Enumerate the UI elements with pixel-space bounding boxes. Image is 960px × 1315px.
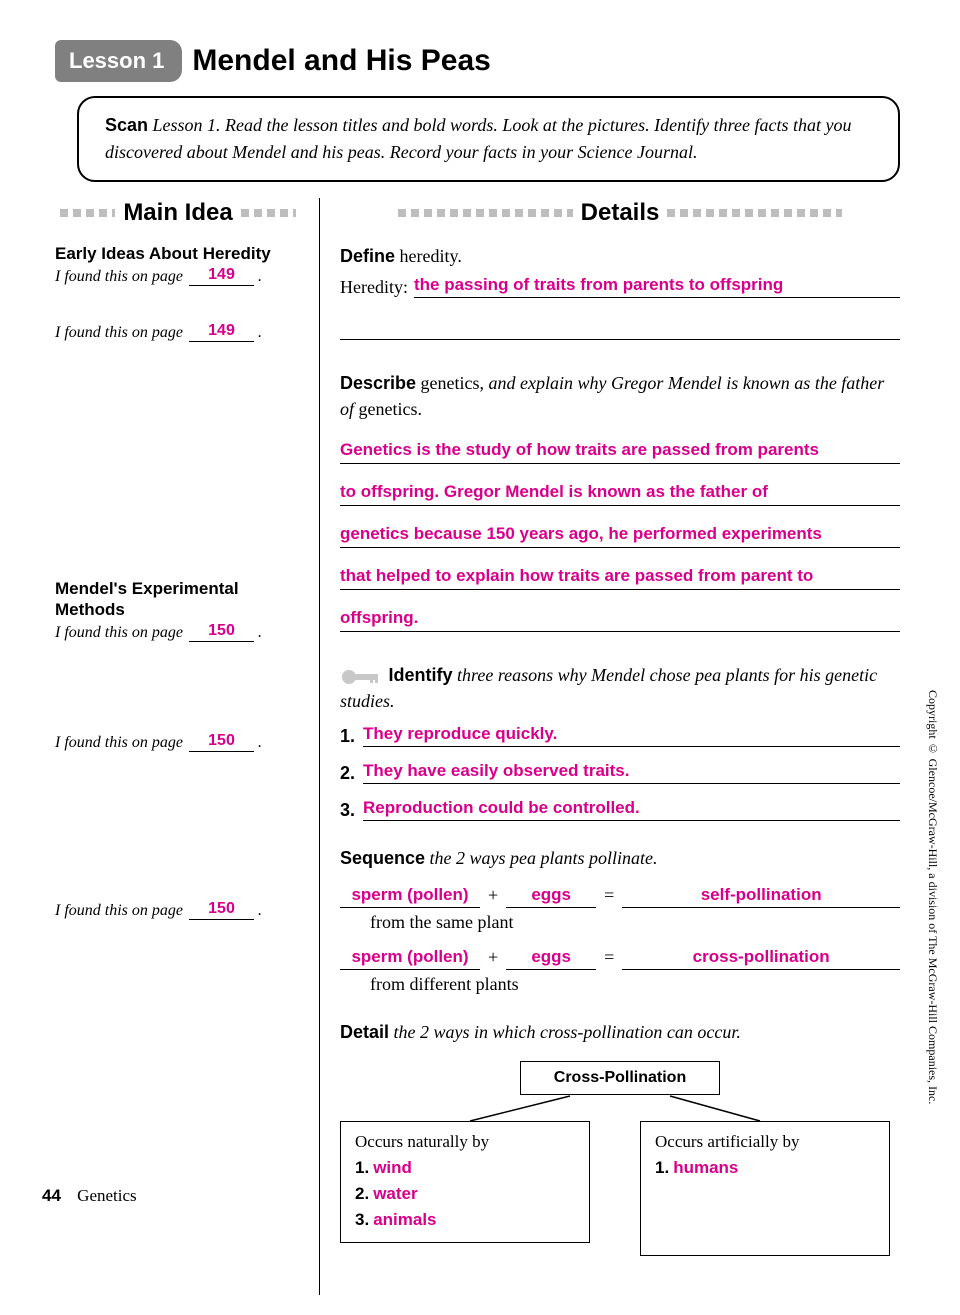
found-label: I found this on page	[55, 268, 183, 286]
heredity-answer[interactable]: the passing of traits from parents to of…	[414, 275, 900, 298]
scan-lead: Scan	[105, 115, 148, 135]
tree-left-box: Occurs naturally by 1.wind 2.water 3.ani…	[340, 1121, 590, 1243]
detail-prompt: Detail the 2 ways in which cross-pollina…	[340, 1019, 900, 1045]
page-blank-1[interactable]: 149	[189, 266, 254, 286]
page-blank-5[interactable]: 150	[189, 900, 254, 920]
eq1-b[interactable]: eggs	[506, 885, 596, 908]
detail-text: the 2 ways in which cross-pollination ca…	[394, 1022, 741, 1042]
describe-block: Describe genetics, and explain why Grego…	[340, 370, 900, 632]
sequence-lead: Sequence	[340, 848, 425, 868]
define-word: heredity.	[400, 246, 462, 266]
found-line-2: I found this on page 149.	[55, 322, 301, 342]
page-blank-3[interactable]: 150	[189, 622, 254, 642]
identify-item-3: 3.Reproduction could be controlled.	[340, 798, 900, 821]
left-block-3: Mendel's Experimental Methods I found th…	[55, 578, 301, 643]
describe-line-3[interactable]: genetics because 150 years ago, he perfo…	[340, 524, 900, 548]
page-blank-4[interactable]: 150	[189, 732, 254, 752]
found-line-1: I found this on page 149.	[55, 266, 301, 286]
eq1-a[interactable]: sperm (pollen)	[340, 885, 480, 908]
found-label: I found this on page	[55, 324, 183, 342]
identify-list: 1.They reproduce quickly. 2.They have ea…	[340, 724, 900, 821]
main-idea-heading: Main Idea	[55, 198, 301, 227]
sequence-block: Sequence the 2 ways pea plants pollinate…	[340, 845, 900, 995]
found-label: I found this on page	[55, 624, 183, 642]
page-number: 44	[42, 1186, 61, 1205]
worksheet-page: Lesson 1 Mendel and His Peas Scan Lesson…	[0, 0, 960, 1315]
columns: Main Idea Early Ideas About Heredity I f…	[55, 198, 900, 1295]
tree-left-3[interactable]: animals	[373, 1210, 436, 1229]
eq-row-1: sperm (pollen) + eggs = self-pollination	[340, 885, 900, 908]
describe-line-4[interactable]: that helped to explain how traits are pa…	[340, 566, 900, 590]
left-block-2: I found this on page 149.	[55, 322, 301, 342]
describe-line-2[interactable]: to offspring. Gregor Mendel is known as …	[340, 482, 900, 506]
page-footer: 44 Genetics	[42, 1186, 137, 1206]
eq1-sub: from the same plant	[370, 912, 900, 933]
identify-prompt: Identify three reasons why Mendel chose …	[340, 662, 900, 714]
tree-right-label: Occurs artificially by	[655, 1132, 875, 1152]
scan-box: Scan Lesson 1. Read the lesson titles an…	[77, 96, 900, 182]
tree-right-box: Occurs artificially by 1.humans	[640, 1121, 890, 1256]
left-block-1: Early Ideas About Heredity I found this …	[55, 243, 301, 286]
identify-block: Identify three reasons why Mendel chose …	[340, 662, 900, 821]
eq2-b[interactable]: eggs	[506, 947, 596, 970]
found-label: I found this on page	[55, 902, 183, 920]
key-icon	[340, 668, 382, 686]
eq2-sub: from different plants	[370, 974, 900, 995]
describe-prompt: Describe genetics, and explain why Grego…	[340, 370, 900, 422]
tree-left-1[interactable]: wind	[373, 1158, 412, 1177]
section-title-1: Early Ideas About Heredity	[55, 243, 301, 264]
tree-right-1[interactable]: humans	[673, 1158, 738, 1177]
main-idea-column: Main Idea Early Ideas About Heredity I f…	[55, 198, 320, 1295]
blank-line[interactable]	[340, 316, 900, 340]
identify-item-1: 1.They reproduce quickly.	[340, 724, 900, 747]
page-blank-2[interactable]: 149	[189, 322, 254, 342]
define-prompt: Define heredity.	[340, 243, 900, 269]
define-block: Define heredity. Heredity: the passing o…	[340, 243, 900, 340]
describe-line-1[interactable]: Genetics is the study of how traits are …	[340, 440, 900, 464]
eq2-a[interactable]: sperm (pollen)	[340, 947, 480, 970]
tree-left-label: Occurs naturally by	[355, 1132, 575, 1152]
detail-block: Detail the 2 ways in which cross-pollina…	[340, 1019, 900, 1271]
identify-item-2: 2.They have easily observed traits.	[340, 761, 900, 784]
found-line-5: I found this on page 150.	[55, 900, 301, 920]
found-label: I found this on page	[55, 734, 183, 752]
tree-left-2[interactable]: water	[373, 1184, 417, 1203]
section-title-3: Mendel's Experimental Methods	[55, 578, 301, 621]
describe-line-5[interactable]: offspring.	[340, 608, 900, 632]
footer-subject: Genetics	[77, 1186, 136, 1205]
found-line-4: I found this on page 150.	[55, 732, 301, 752]
eq-row-2: sperm (pollen) + eggs = cross-pollinatio…	[340, 947, 900, 970]
define-lead: Define	[340, 246, 395, 266]
describe-lead: Describe	[340, 373, 416, 393]
details-heading: Details	[340, 198, 900, 227]
tree-diagram: Cross-Pollination Occurs naturally by 1.…	[340, 1061, 900, 1271]
lesson-title: Mendel and His Peas	[192, 44, 490, 78]
sequence-text: the 2 ways pea plants pollinate.	[430, 848, 658, 868]
found-line-3: I found this on page 150.	[55, 622, 301, 642]
detail-lead: Detail	[340, 1022, 389, 1042]
eq1-c[interactable]: self-pollination	[622, 885, 900, 908]
identify-lead: Identify	[389, 665, 453, 685]
lesson-header: Lesson 1 Mendel and His Peas	[55, 40, 900, 82]
copyright-text: Copyright © Glencoe/McGraw-Hill, a divis…	[925, 690, 940, 1104]
heredity-label: Heredity:	[340, 277, 408, 298]
scan-text: Lesson 1. Read the lesson titles and bol…	[105, 115, 851, 162]
lesson-tab: Lesson 1	[55, 40, 182, 82]
left-block-5: I found this on page 150.	[55, 900, 301, 920]
left-block-4: I found this on page 150.	[55, 732, 301, 752]
eq2-c[interactable]: cross-pollination	[622, 947, 900, 970]
details-column: Details Define heredity. Heredity: the p…	[320, 198, 900, 1295]
sequence-prompt: Sequence the 2 ways pea plants pollinate…	[340, 845, 900, 871]
heredity-line: Heredity: the passing of traits from par…	[340, 275, 900, 298]
